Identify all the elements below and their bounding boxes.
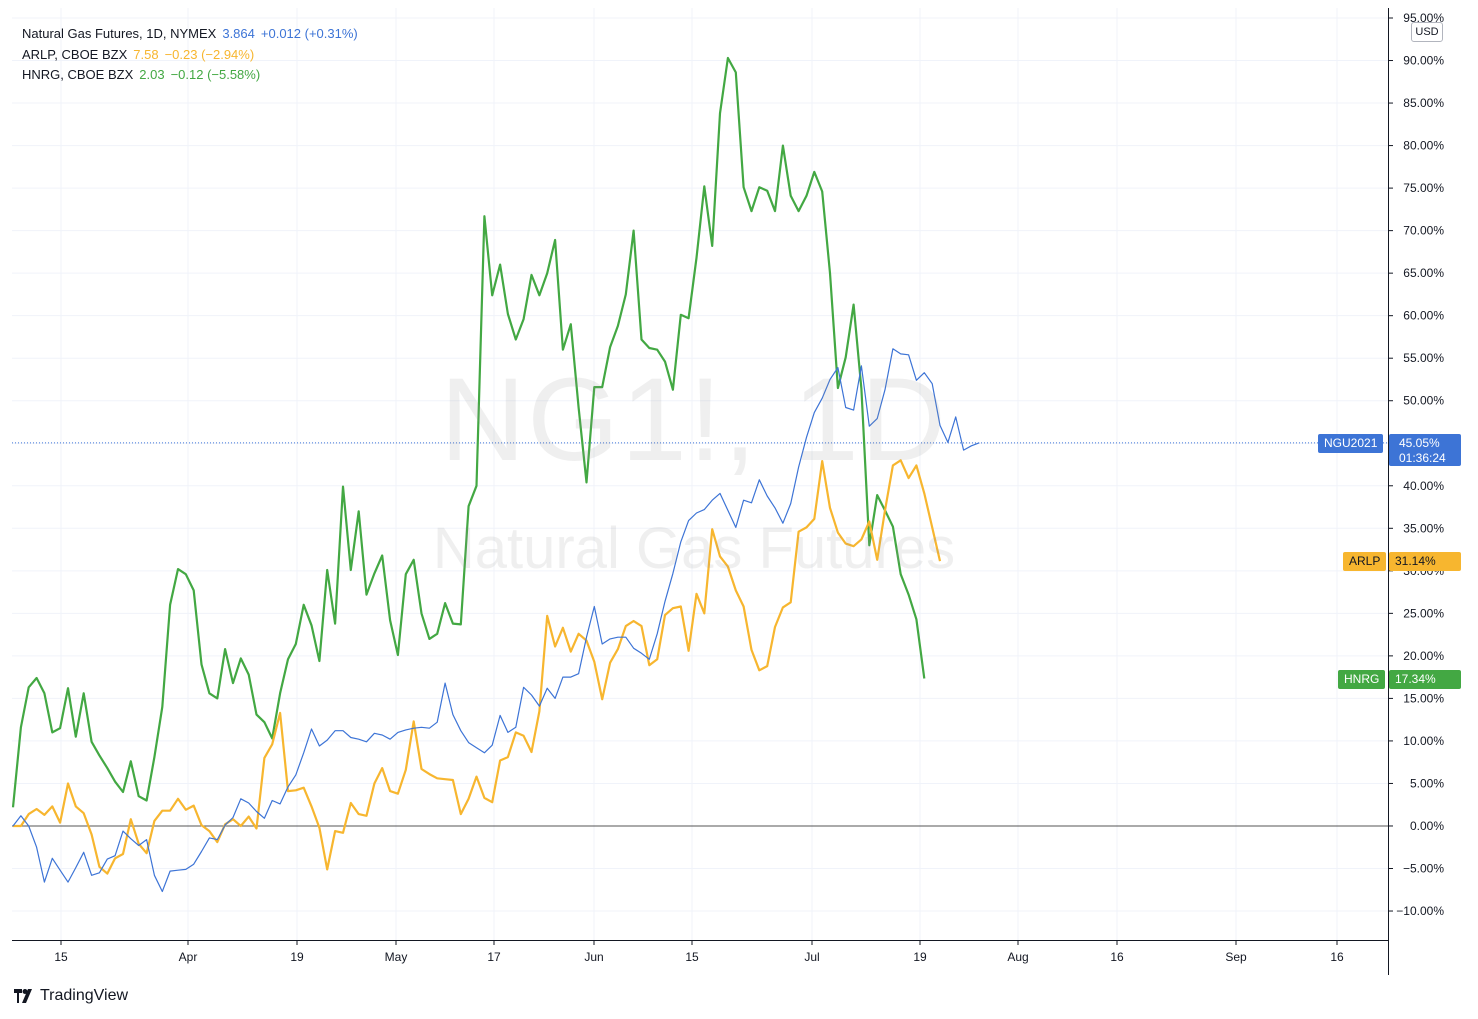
y-tick-label: 50.00%: [1403, 394, 1444, 408]
ngu-value: 45.05%: [1399, 436, 1440, 450]
y-tick-label: 20.00%: [1403, 649, 1444, 663]
ngu-value-tag: 45.05% 01:36:24: [1389, 434, 1461, 466]
ngu-symbol-tag: NGU2021: [1318, 434, 1384, 453]
series-lines: [11, 56, 980, 893]
y-tick-label: 15.00%: [1403, 691, 1444, 705]
currency-badge[interactable]: USD: [1411, 22, 1443, 42]
series-line-hnrg[interactable]: [11, 56, 926, 808]
arlp-symbol-tag: ARLP: [1343, 552, 1387, 571]
y-tick-label: 70.00%: [1403, 224, 1444, 238]
series-line-arlp[interactable]: [13, 459, 942, 875]
x-tick-label: Aug: [1007, 950, 1028, 964]
time-axis: 15 Apr 19 May 17 Jun 15 Jul 19 Aug 16 Sep 16: [54, 940, 1344, 964]
legend-name: HNRG, CBOE BZX: [22, 67, 134, 82]
legend-last: 2.03: [139, 67, 165, 82]
legend-row-hnrg[interactable]: HNRG, CBOE BZX 2.03 −0.12 (−5.58%): [22, 65, 364, 86]
hnrg-symbol-tag: HNRG: [1338, 670, 1386, 689]
y-tick-label: 25.00%: [1403, 606, 1444, 620]
legend-change: −0.23 (−2.94%): [164, 46, 255, 62]
y-tick-label: 65.00%: [1403, 266, 1444, 280]
legend-last: 3.864: [222, 26, 255, 41]
y-tick-label: −5.00%: [1403, 862, 1444, 876]
x-tick-label: Jul: [804, 950, 819, 964]
x-tick-label: Sep: [1225, 950, 1247, 964]
y-tick-label: 75.00%: [1403, 181, 1444, 195]
y-tick-label: 80.00%: [1403, 139, 1444, 153]
y-tick-label: 90.00%: [1403, 54, 1444, 68]
x-tick-label: 15: [54, 950, 68, 964]
legend-last: 7.58: [133, 46, 159, 62]
legend-row-arlp[interactable]: ARLP, CBOE BZX 7.58 −0.23 (−2.94%): [22, 45, 364, 66]
ngu-countdown: 01:36:24: [1399, 451, 1446, 465]
series-line-natural-gas[interactable]: [12, 348, 980, 893]
x-tick-label: 17: [487, 950, 501, 964]
legend: Natural Gas Futures, 1D, NYMEX 3.864 +0.01…: [22, 24, 364, 86]
legend-name: ARLP, CBOE BZX: [22, 46, 128, 62]
y-tick-label: 40.00%: [1403, 479, 1444, 493]
y-tick-label: 85.00%: [1403, 96, 1444, 110]
y-tick-label: 35.00%: [1403, 521, 1444, 535]
legend-change: +0.012 (+0.31%): [260, 26, 358, 41]
x-tick-label: 15: [685, 950, 699, 964]
y-tick-label: 5.00%: [1410, 776, 1444, 790]
tradingview-logo[interactable]: TradingView: [14, 987, 128, 1005]
tradingview-logo-icon: [14, 989, 32, 1003]
y-tick-label: 60.00%: [1403, 309, 1444, 323]
x-tick-label: 19: [290, 950, 304, 964]
x-tick-label: 16: [1110, 950, 1124, 964]
arlp-value-tag: 31.14%: [1389, 552, 1461, 571]
y-tick-label: 10.00%: [1403, 734, 1444, 748]
y-tick-label: −10.00%: [1396, 904, 1444, 918]
x-tick-label: 19: [913, 950, 927, 964]
x-tick-label: 16: [1330, 950, 1344, 964]
y-tick-label: 55.00%: [1403, 351, 1444, 365]
hnrg-value-tag: 17.34%: [1389, 670, 1461, 689]
tradingview-wordmark: TradingView: [40, 987, 129, 1004]
x-tick-label: May: [385, 950, 408, 964]
x-tick-label: Apr: [179, 950, 198, 964]
legend-name: Natural Gas Futures, 1D, NYMEX: [22, 26, 217, 41]
legend-change: −0.12 (−5.58%): [170, 67, 261, 82]
x-tick-label: Jun: [584, 950, 603, 964]
y-tick-label: 0.00%: [1410, 819, 1444, 833]
y-tick-label: 95.00%: [1403, 11, 1444, 25]
grid-lines: [12, 8, 1388, 940]
legend-row-natural-gas[interactable]: Natural Gas Futures, 1D, NYMEX 3.864 +0.01…: [22, 24, 364, 45]
